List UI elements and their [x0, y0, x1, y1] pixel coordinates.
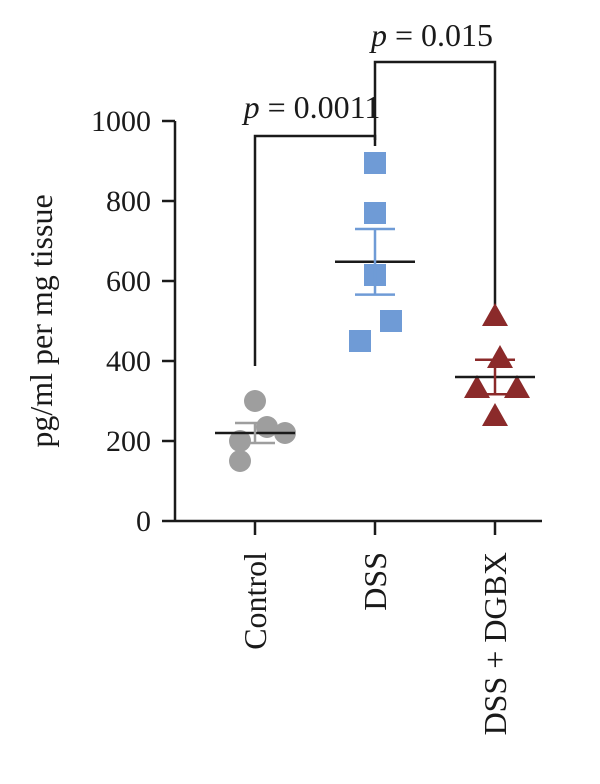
- category-label: DSS + DGBX: [477, 552, 513, 735]
- p-value-label: p = 0.0011: [242, 89, 381, 125]
- category-label: DSS: [357, 552, 393, 611]
- data-point: [349, 330, 371, 352]
- data-groups: [215, 152, 535, 472]
- data-point: [487, 345, 513, 368]
- p-symbol: p: [369, 17, 387, 53]
- p-symbol: p: [242, 89, 260, 125]
- data-point: [229, 450, 251, 472]
- data-point: [464, 375, 490, 398]
- significance-bracket: [373, 60, 497, 305]
- category-labels: Control DSS DSS + DGBX: [237, 552, 513, 736]
- y-tick-label: 0: [136, 505, 151, 538]
- category-label: Control: [237, 552, 273, 650]
- y-ticks: 0 200 400 600 800 1000: [91, 105, 175, 538]
- y-axis-title: pg/ml per mg tissue: [23, 194, 59, 447]
- p-value-label: p = 0.015: [369, 17, 493, 53]
- y-tick-label: 400: [106, 345, 151, 378]
- p-value-text: = 0.015: [387, 17, 493, 53]
- axes: [173, 121, 542, 535]
- y-tick-label: 800: [106, 185, 151, 218]
- group-dss-dgbx: [455, 303, 535, 426]
- data-point: [482, 303, 508, 326]
- data-point: [229, 430, 251, 452]
- group-control: [215, 390, 296, 472]
- y-tick-label: 1000: [91, 105, 151, 138]
- y-tick-label: 200: [106, 425, 151, 458]
- data-point: [244, 390, 266, 412]
- group-dss: [335, 152, 415, 352]
- p-value-text: = 0.0011: [260, 89, 381, 125]
- data-point: [380, 310, 402, 332]
- data-point: [482, 403, 508, 426]
- data-point: [256, 416, 278, 438]
- data-point: [364, 202, 386, 224]
- data-point: [364, 152, 386, 174]
- data-point: [504, 375, 530, 398]
- y-tick-label: 600: [106, 265, 151, 298]
